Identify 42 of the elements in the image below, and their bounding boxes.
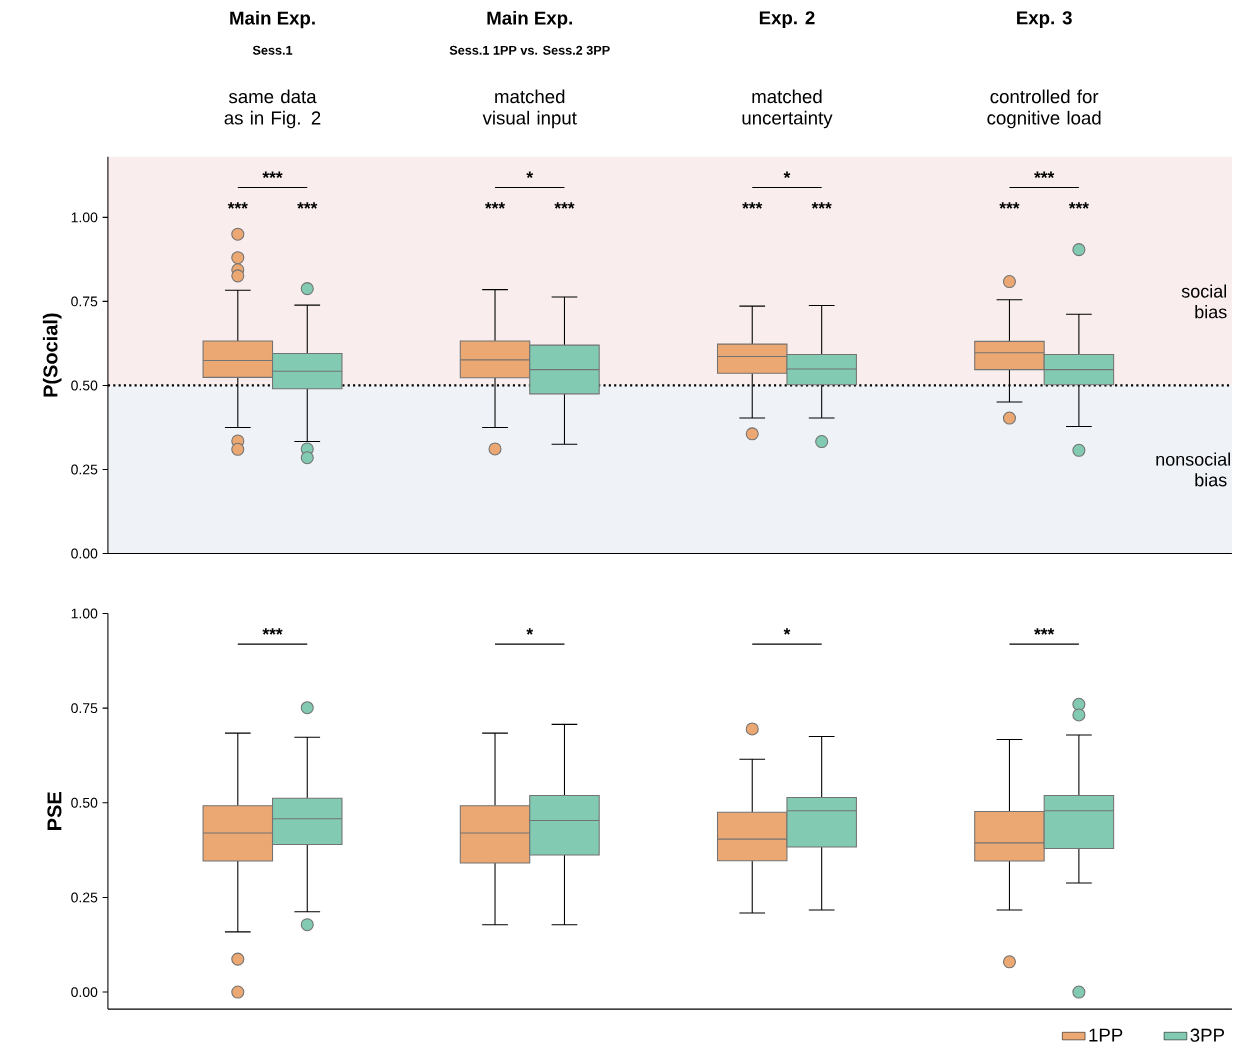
annotation: *** (999, 202, 1020, 209)
band-label: social bias (1181, 284, 1227, 319)
annotation: * (526, 171, 534, 178)
annotation: * (526, 628, 534, 635)
x-tick-label: Exp. 3 (1017, 11, 1072, 29)
x-tick-label: Main Exp. (230, 10, 315, 29)
y-tick-label: 0.50 (71, 797, 98, 808)
annotation: *** (484, 202, 506, 209)
annotation: *** (262, 628, 283, 635)
y-tick-label: 0.25 (71, 892, 98, 903)
annotation: * (783, 171, 791, 178)
annotation: *** (1068, 202, 1089, 209)
text: Sess.1 1PP vs. Sess.2 3PP (449, 45, 610, 55)
annotation: *** (262, 171, 283, 178)
annotation: *** (1034, 171, 1055, 178)
y-tick-label: 0.75 (71, 296, 98, 307)
y-axis-title: P(Social) (42, 313, 62, 397)
y-tick-label: 0.50 (71, 380, 98, 391)
y-tick-label: 0.75 (71, 703, 98, 714)
x-tick-label: Main Exp. (487, 10, 572, 29)
annotation: *** (554, 202, 575, 209)
text: matched visual input (482, 89, 577, 129)
y-tick-label: 0.00 (71, 987, 98, 998)
annotation: *** (227, 202, 248, 209)
text: matched uncertainty (742, 89, 833, 129)
text: same data as in Fig. 2 (224, 89, 321, 129)
x-tick-label: Exp. 2 (759, 11, 815, 29)
y-tick-label: 0.25 (71, 464, 98, 475)
legend-label: 1PP (1089, 1028, 1123, 1042)
text: Sess.1 (252, 45, 293, 55)
annotation: *** (1034, 628, 1055, 635)
annotation: *** (297, 202, 318, 209)
y-axis-title: PSE (47, 792, 62, 830)
y-tick-label: 0.00 (71, 548, 98, 559)
y-tick-label: 1.00 (71, 212, 98, 223)
legend-label: 3PP (1190, 1028, 1225, 1042)
y-tick-label: 1.00 (71, 608, 98, 619)
band-label: nonsocial bias (1156, 452, 1230, 487)
text: controlled for cognitive load (987, 89, 1101, 129)
annotation: *** (811, 202, 832, 209)
annotation: *** (742, 202, 763, 209)
annotation: * (783, 628, 791, 635)
